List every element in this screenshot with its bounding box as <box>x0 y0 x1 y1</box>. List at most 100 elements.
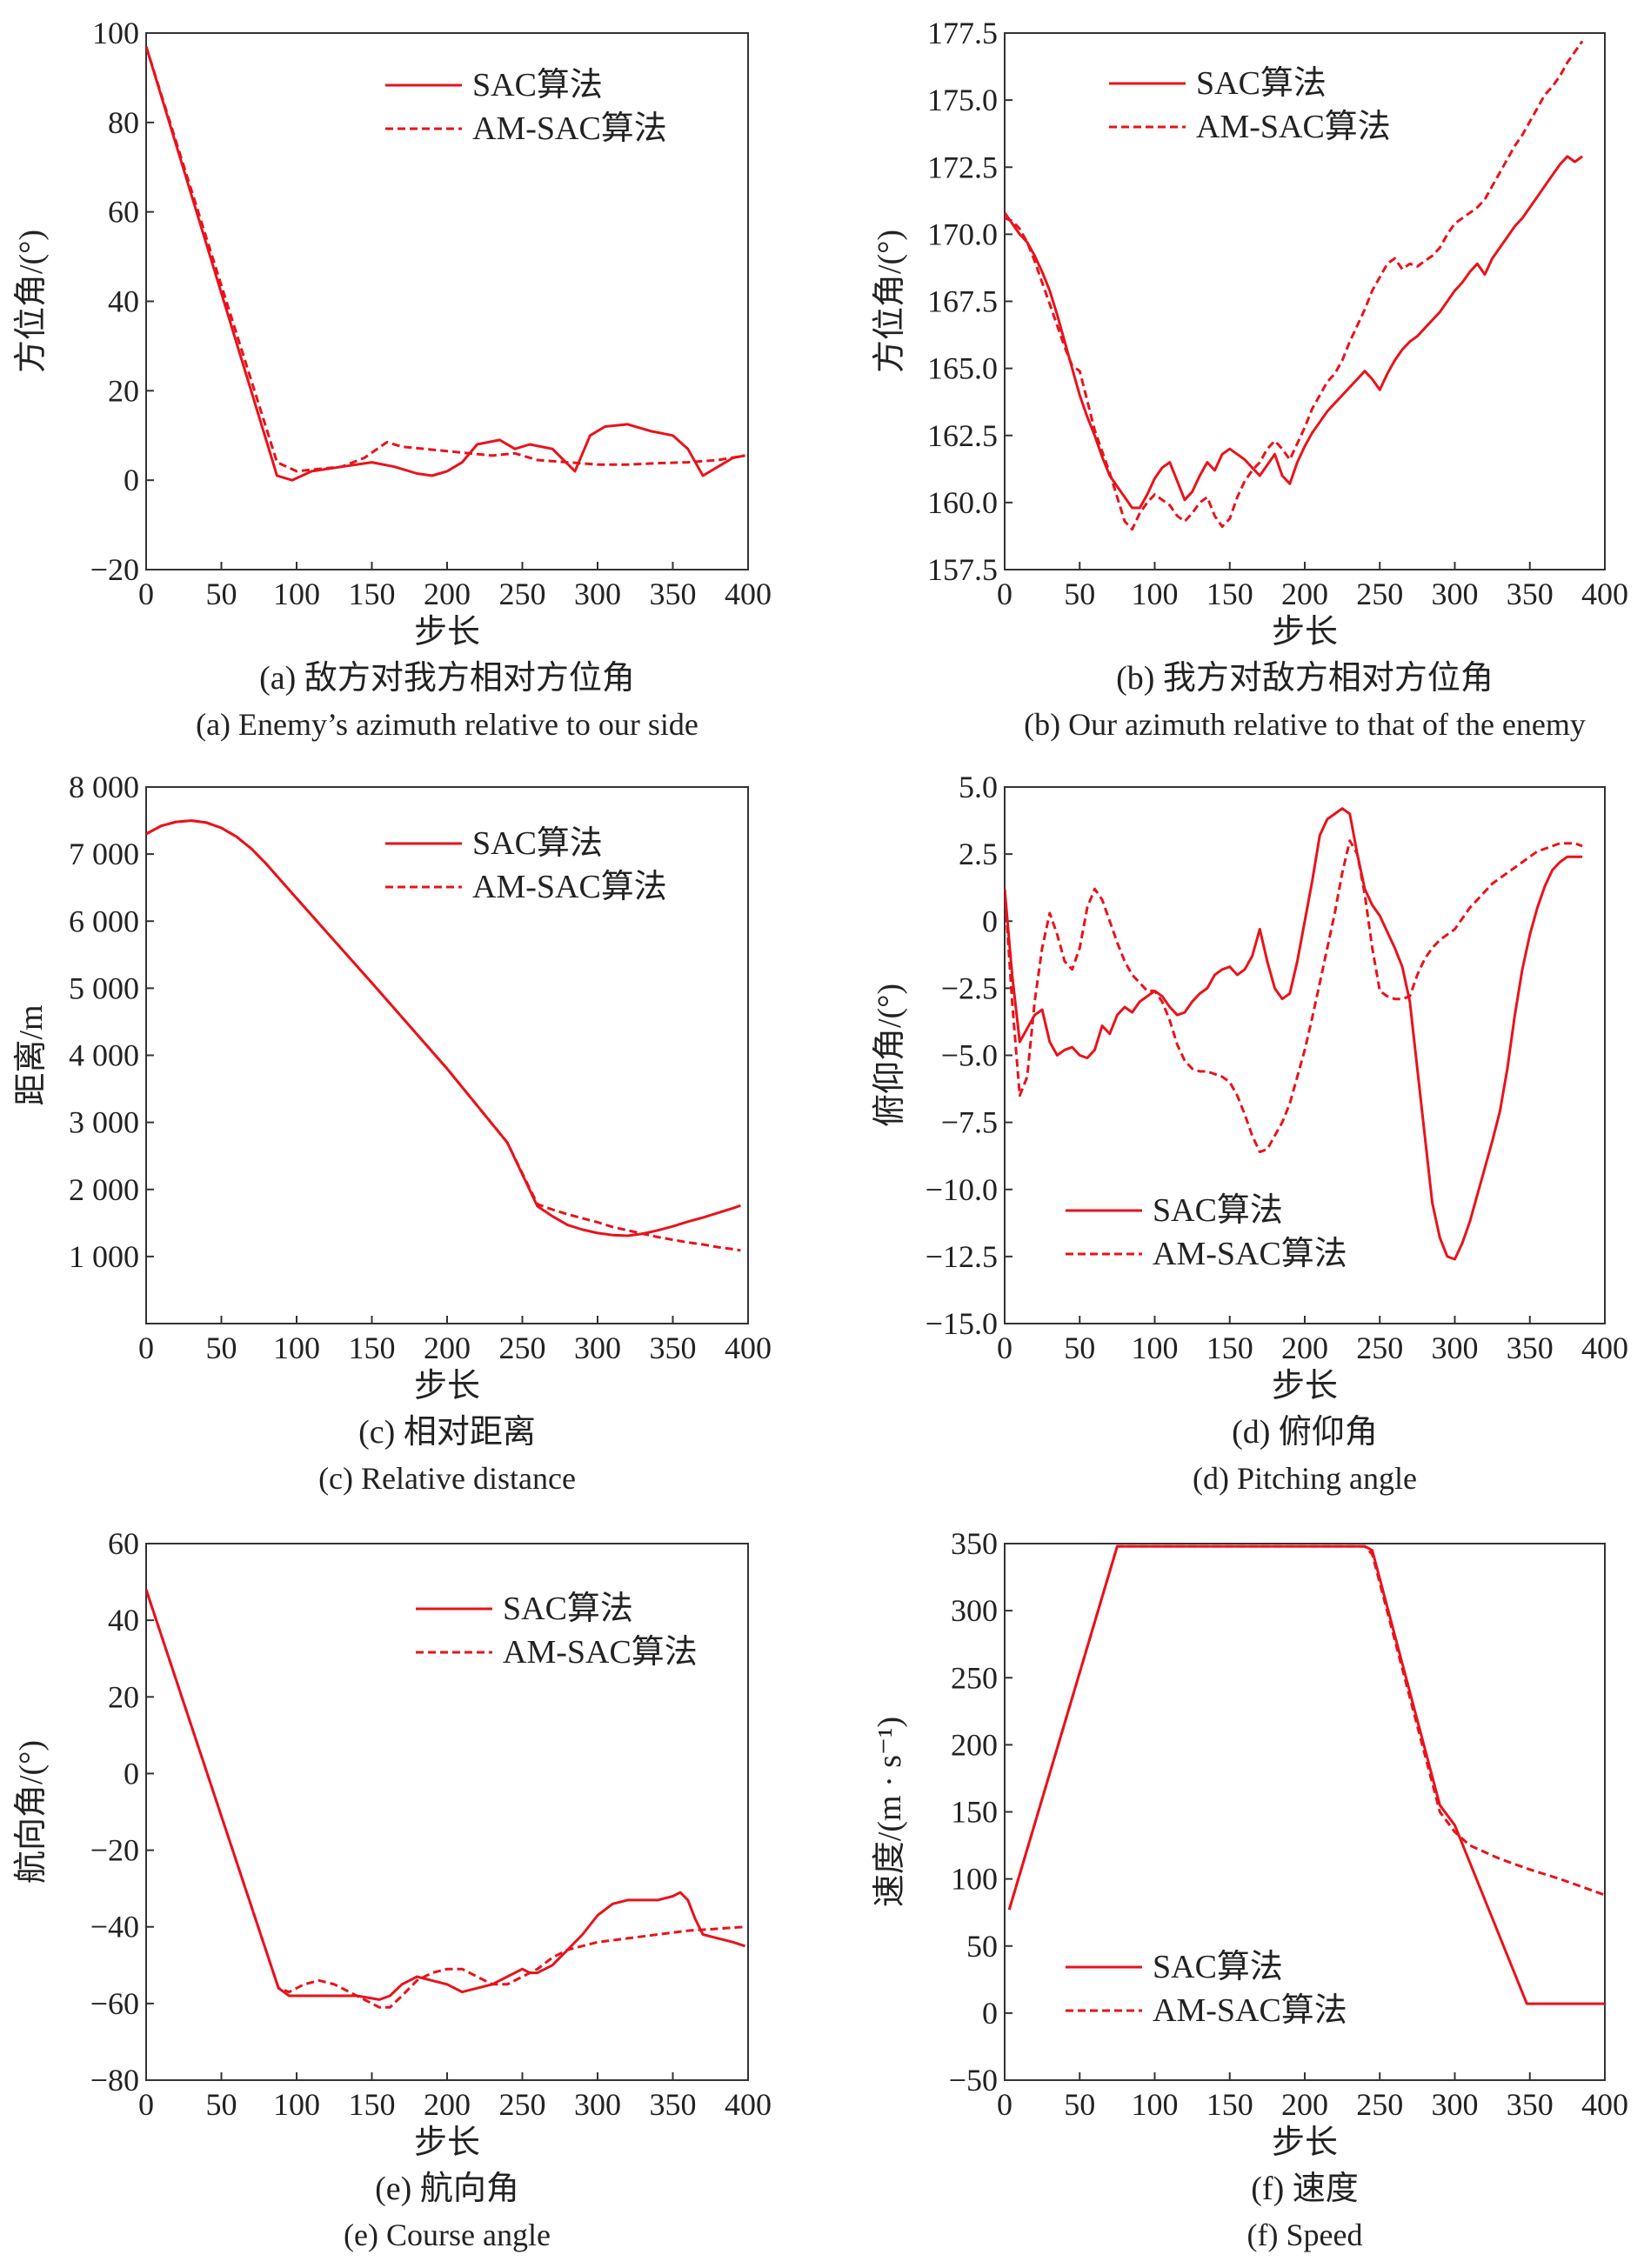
legend: SAC算法 AM-SAC算法 <box>1066 1192 1347 1272</box>
x-tick-label: 400 <box>725 1331 772 1365</box>
y-tick-label: −40 <box>90 1910 139 1944</box>
legend-label-am-sac: AM-SAC算法 <box>1153 1236 1347 1272</box>
series-line-sac <box>146 1589 745 2001</box>
x-tick-label: 100 <box>273 2087 320 2122</box>
x-tick-label: 300 <box>1432 577 1479 611</box>
caption-en: (d) Pitching angle <box>1193 1461 1417 1496</box>
y-tick-label: 60 <box>108 195 139 230</box>
series-line-sac <box>1007 1544 1605 2005</box>
y-axis-label: 航向角/(°) <box>13 1740 50 1884</box>
x-tick-label: 400 <box>725 2087 772 2122</box>
legend-label-am-sac: AM-SAC算法 <box>503 1634 698 1671</box>
x-tick-label: 350 <box>1507 2087 1554 2122</box>
x-tick-label: 400 <box>725 577 772 611</box>
series-line-am-sac <box>146 45 745 473</box>
x-tick-label: 300 <box>574 1331 621 1365</box>
x-tick-label: 150 <box>349 577 396 611</box>
x-tick-label: 0 <box>138 2087 154 2122</box>
caption-en: (e) Course angle <box>344 2218 551 2252</box>
series-line-am-sac <box>1005 839 1583 1154</box>
x-tick-label: 50 <box>1064 1331 1095 1365</box>
x-tick-label: 200 <box>1281 2087 1328 2122</box>
y-tick-label: 60 <box>108 1526 139 1561</box>
series-line-am-sac <box>1007 1544 1605 1911</box>
x-tick-label: 400 <box>1581 577 1628 611</box>
legend: SAC算法 AM-SAC算法 <box>385 67 667 147</box>
y-tick-label: −15.0 <box>926 1306 998 1341</box>
chart-panel-d: 0 50 100 150 200 250 300 350 400 −15.0 −12.5 −10.0 −… <box>872 770 1628 1496</box>
y-axis-label: 方位角/(°) <box>13 230 50 373</box>
series-line-sac <box>1005 807 1583 1261</box>
y-tick-label: 2 000 <box>69 1172 139 1207</box>
x-tick-label: 100 <box>273 577 320 611</box>
y-tick-label: −20 <box>90 552 139 587</box>
y-tick-label: 5 000 <box>69 971 139 1005</box>
caption-cn: (c) 相对距离 <box>358 1414 536 1451</box>
x-tick-label: 350 <box>1507 577 1554 611</box>
x-tick-label: 300 <box>574 2087 621 2122</box>
x-tick-label: 150 <box>1206 1331 1253 1365</box>
plot-frame <box>145 1543 749 2081</box>
y-tick-label: 1 000 <box>69 1239 139 1274</box>
y-tick-label: 0 <box>982 1996 998 2031</box>
x-tick-label: 0 <box>138 577 154 611</box>
y-tick-label: −10.0 <box>926 1172 998 1207</box>
y-tick-label: 4 000 <box>69 1038 139 1073</box>
y-tick-label: 350 <box>951 1526 998 1561</box>
y-tick-label: 250 <box>951 1660 998 1695</box>
y-tick-label: 80 <box>108 105 139 140</box>
legend-label-sac: SAC算法 <box>472 825 603 862</box>
x-tick-label: 200 <box>424 1331 471 1365</box>
x-axis-label: 步长 <box>1272 1368 1338 1404</box>
y-tick-label: −5.0 <box>941 1038 998 1073</box>
legend-label-sac: SAC算法 <box>503 1591 633 1627</box>
x-tick-label: 250 <box>499 2087 546 2122</box>
caption-cn: (d) 俯仰角 <box>1232 1414 1378 1451</box>
x-tick-label: 100 <box>1132 1331 1179 1365</box>
y-tick-label: 5.0 <box>959 770 998 804</box>
y-tick-label: −80 <box>90 2063 139 2098</box>
y-tick-label: 175.0 <box>927 83 998 117</box>
legend-label-am-sac: AM-SAC算法 <box>1153 1992 1347 2029</box>
caption-cn: (a) 敌方对我方相对方位角 <box>259 660 635 697</box>
x-axis-label: 步长 <box>1272 614 1338 650</box>
y-axis-label: 距离/m <box>13 1004 50 1105</box>
y-tick-label: 162.5 <box>927 418 998 453</box>
x-tick-label: 100 <box>1132 2087 1179 2122</box>
y-tick-label: −2.5 <box>941 971 998 1005</box>
x-tick-label: 200 <box>1281 1331 1328 1365</box>
y-tick-label: 170.0 <box>927 217 998 251</box>
x-axis-label: 步长 <box>414 2125 480 2161</box>
y-tick-label: 0 <box>124 1756 139 1791</box>
y-tick-label: 177.5 <box>927 16 998 50</box>
y-tick-label: −60 <box>90 1986 139 2021</box>
legend-label-am-sac: AM-SAC算法 <box>472 110 667 147</box>
legend: SAC算法 AM-SAC算法 <box>385 825 667 905</box>
y-tick-label: 20 <box>108 373 139 408</box>
x-tick-label: 250 <box>1356 577 1403 611</box>
y-tick-label: 0 <box>982 904 998 938</box>
y-tick-label: 40 <box>108 284 139 319</box>
legend-label-am-sac: AM-SAC算法 <box>1196 109 1391 145</box>
y-axis-label: 速度/(m · s⁻¹) <box>872 1717 908 1907</box>
x-axis-label: 步长 <box>414 614 480 650</box>
series-line-sac <box>146 45 745 482</box>
x-tick-label: 0 <box>997 1331 1012 1365</box>
chart-panel-f: 0 50 100 150 200 250 300 350 400−500501001502002… <box>872 1526 1628 2252</box>
y-tick-label: 160.0 <box>927 485 998 520</box>
x-tick-label: 100 <box>1132 577 1179 611</box>
caption-en: (a) Enemy’s azimuth relative to our side <box>196 707 698 742</box>
x-tick-label: 0 <box>997 577 1012 611</box>
y-tick-label: 157.5 <box>927 552 998 587</box>
legend-label-am-sac: AM-SAC算法 <box>472 869 667 905</box>
y-tick-label: 0 <box>124 463 139 497</box>
y-tick-label: 50 <box>966 1929 998 1964</box>
x-tick-label: 350 <box>650 577 697 611</box>
x-tick-label: 200 <box>1281 577 1328 611</box>
y-tick-label: 100 <box>92 16 139 50</box>
x-tick-label: 150 <box>1206 2087 1253 2122</box>
x-tick-label: 350 <box>1507 1331 1554 1365</box>
y-tick-label: 40 <box>108 1603 139 1638</box>
x-tick-label: 350 <box>650 2087 697 2122</box>
